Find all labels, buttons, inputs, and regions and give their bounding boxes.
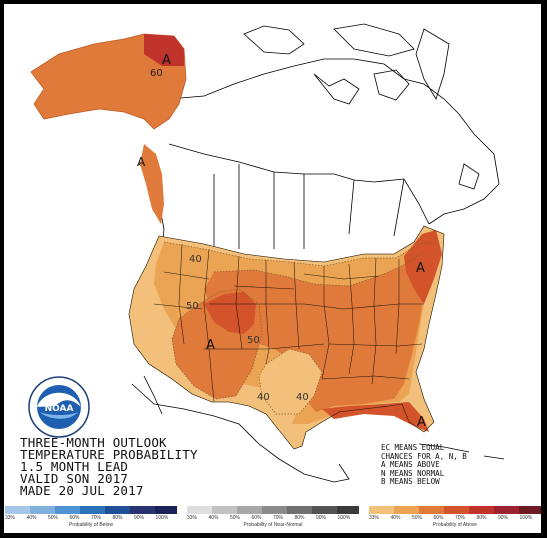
scale-below-swatch — [30, 506, 55, 514]
scale-normal-swatch — [187, 506, 212, 514]
probability-contours — [163, 241, 437, 415]
outlook-map: 60 A A — [30, 23, 505, 483]
scale-above-swatch — [494, 506, 519, 514]
conus-region: 40 50 50 40 40 A A A — [128, 225, 445, 450]
scale-below-swatch — [105, 506, 130, 514]
tick: 70% — [273, 515, 284, 521]
scale-above-swatch — [419, 506, 444, 514]
scale-normal-swatch — [337, 506, 359, 514]
note-line-3: A MEANS ABOVE — [381, 460, 440, 469]
outlook-line-4: VALID SON 2017 — [20, 471, 129, 486]
tick: 90% — [316, 515, 327, 521]
scale-normal: 33% 40% 50% 60% 70% 80% 90% 100% Probabi… — [187, 506, 359, 534]
scale-normal-swatch — [237, 506, 262, 514]
alaska-region: 60 A — [30, 33, 187, 130]
outlook-title-block: THREE-MONTH OUTLOOK TEMPERATURE PROBABIL… — [20, 435, 260, 498]
outlook-line-3: 1.5 MONTH LEAD — [20, 459, 129, 474]
tick: 90% — [134, 515, 145, 521]
tick: 33% — [187, 515, 198, 521]
scale-normal-swatch — [212, 506, 237, 514]
note-line-2: CHANCES FOR A, N, B — [381, 451, 467, 461]
note-line-1: EC MEANS EQUAL — [381, 443, 445, 452]
label-southwest-a: A — [206, 338, 215, 353]
tick: 70% — [455, 515, 466, 521]
legend-notes: EC MEANS EQUAL CHANCES FOR A, N, B A MEA… — [381, 443, 531, 487]
note-line-5: B MEANS BELOW — [381, 477, 440, 486]
coastline-outlines — [131, 23, 505, 483]
outlook-line-1: THREE-MONTH OUTLOOK — [20, 435, 167, 450]
label-contour-50-west: 50 — [186, 301, 199, 312]
label-contour-40-texas: 40 — [296, 392, 309, 403]
noaa-logo-text: NOAA — [45, 404, 74, 414]
scale-normal-title: Probability of Near-Normal — [243, 522, 303, 528]
tick: 60% — [69, 515, 80, 521]
tick: 100% — [337, 515, 351, 521]
tick: 33% — [5, 515, 16, 521]
tick: 70% — [91, 515, 102, 521]
scale-below-swatch — [5, 506, 30, 514]
tick: 80% — [476, 515, 487, 521]
label-florida-a: A — [417, 415, 426, 430]
noaa-logo-icon: NOAA — [28, 376, 90, 438]
scale-below-swatch — [130, 506, 155, 514]
tick: 50% — [48, 515, 59, 521]
scale-above-swatch — [519, 506, 541, 514]
scale-below-swatch — [80, 506, 105, 514]
label-northeast-a: A — [416, 261, 425, 276]
tick: 40% — [26, 515, 37, 521]
label-alaska-60: 60 — [150, 68, 163, 79]
label-panhandle-a: A — [137, 155, 146, 169]
probability-scales: 33% 40% 50% 60% 70% 80% 90% 100% Probabi… — [5, 506, 541, 534]
label-contour-50-east: 50 — [247, 335, 260, 346]
scale-normal-ticks: 33% 40% 50% 60% 70% 80% 90% 100% — [187, 514, 359, 522]
scale-below-title: Probability of Below — [69, 522, 113, 528]
label-contour-40-south: 40 — [257, 392, 270, 403]
tick: 100% — [519, 515, 533, 521]
scale-above-swatch — [444, 506, 469, 514]
tick: 90% — [498, 515, 509, 521]
scale-below-ticks: 33% 40% 50% 60% 70% 80% 90% 100% — [5, 514, 177, 522]
scale-above-bar — [369, 506, 541, 514]
tick: 50% — [412, 515, 423, 521]
scale-above-title: Probability of Above — [432, 522, 478, 528]
tick: 40% — [390, 515, 401, 521]
state-boundaries — [128, 225, 445, 450]
tick: 33% — [369, 515, 380, 521]
scale-below: 33% 40% 50% 60% 70% 80% 90% 100% Probabi… — [5, 506, 177, 534]
tick: 50% — [230, 515, 241, 521]
outlook-line-2: TEMPERATURE PROBABILITY — [20, 447, 198, 462]
scale-normal-swatch — [287, 506, 312, 514]
scale-normal-bar — [187, 506, 359, 514]
label-contour-40: 40 — [189, 254, 202, 265]
tick: 80% — [294, 515, 305, 521]
scale-above-swatch — [469, 506, 494, 514]
scale-above-ticks: 33% 40% 50% 60% 70% 80% 90% 100% — [369, 514, 541, 522]
label-alaska-a: A — [162, 53, 171, 68]
tick: 80% — [112, 515, 123, 521]
scale-above: 33% 40% 50% 60% 70% 80% 90% 100% Probabi… — [369, 506, 541, 534]
scale-below-swatch — [155, 506, 177, 514]
scale-below-bar — [5, 506, 177, 514]
tick: 60% — [433, 515, 444, 521]
scale-normal-swatch — [312, 506, 337, 514]
outlook-line-5: MADE 20 JUL 2017 — [20, 483, 144, 498]
tick: 40% — [208, 515, 219, 521]
scale-above-swatch — [369, 506, 394, 514]
tick: 100% — [155, 515, 169, 521]
scale-normal-swatch — [262, 506, 287, 514]
tick: 60% — [251, 515, 262, 521]
scale-above-swatch — [394, 506, 419, 514]
note-line-4: N MEANS NORMAL — [381, 468, 445, 478]
panhandle-region: A — [137, 144, 164, 224]
scale-below-swatch — [55, 506, 80, 514]
